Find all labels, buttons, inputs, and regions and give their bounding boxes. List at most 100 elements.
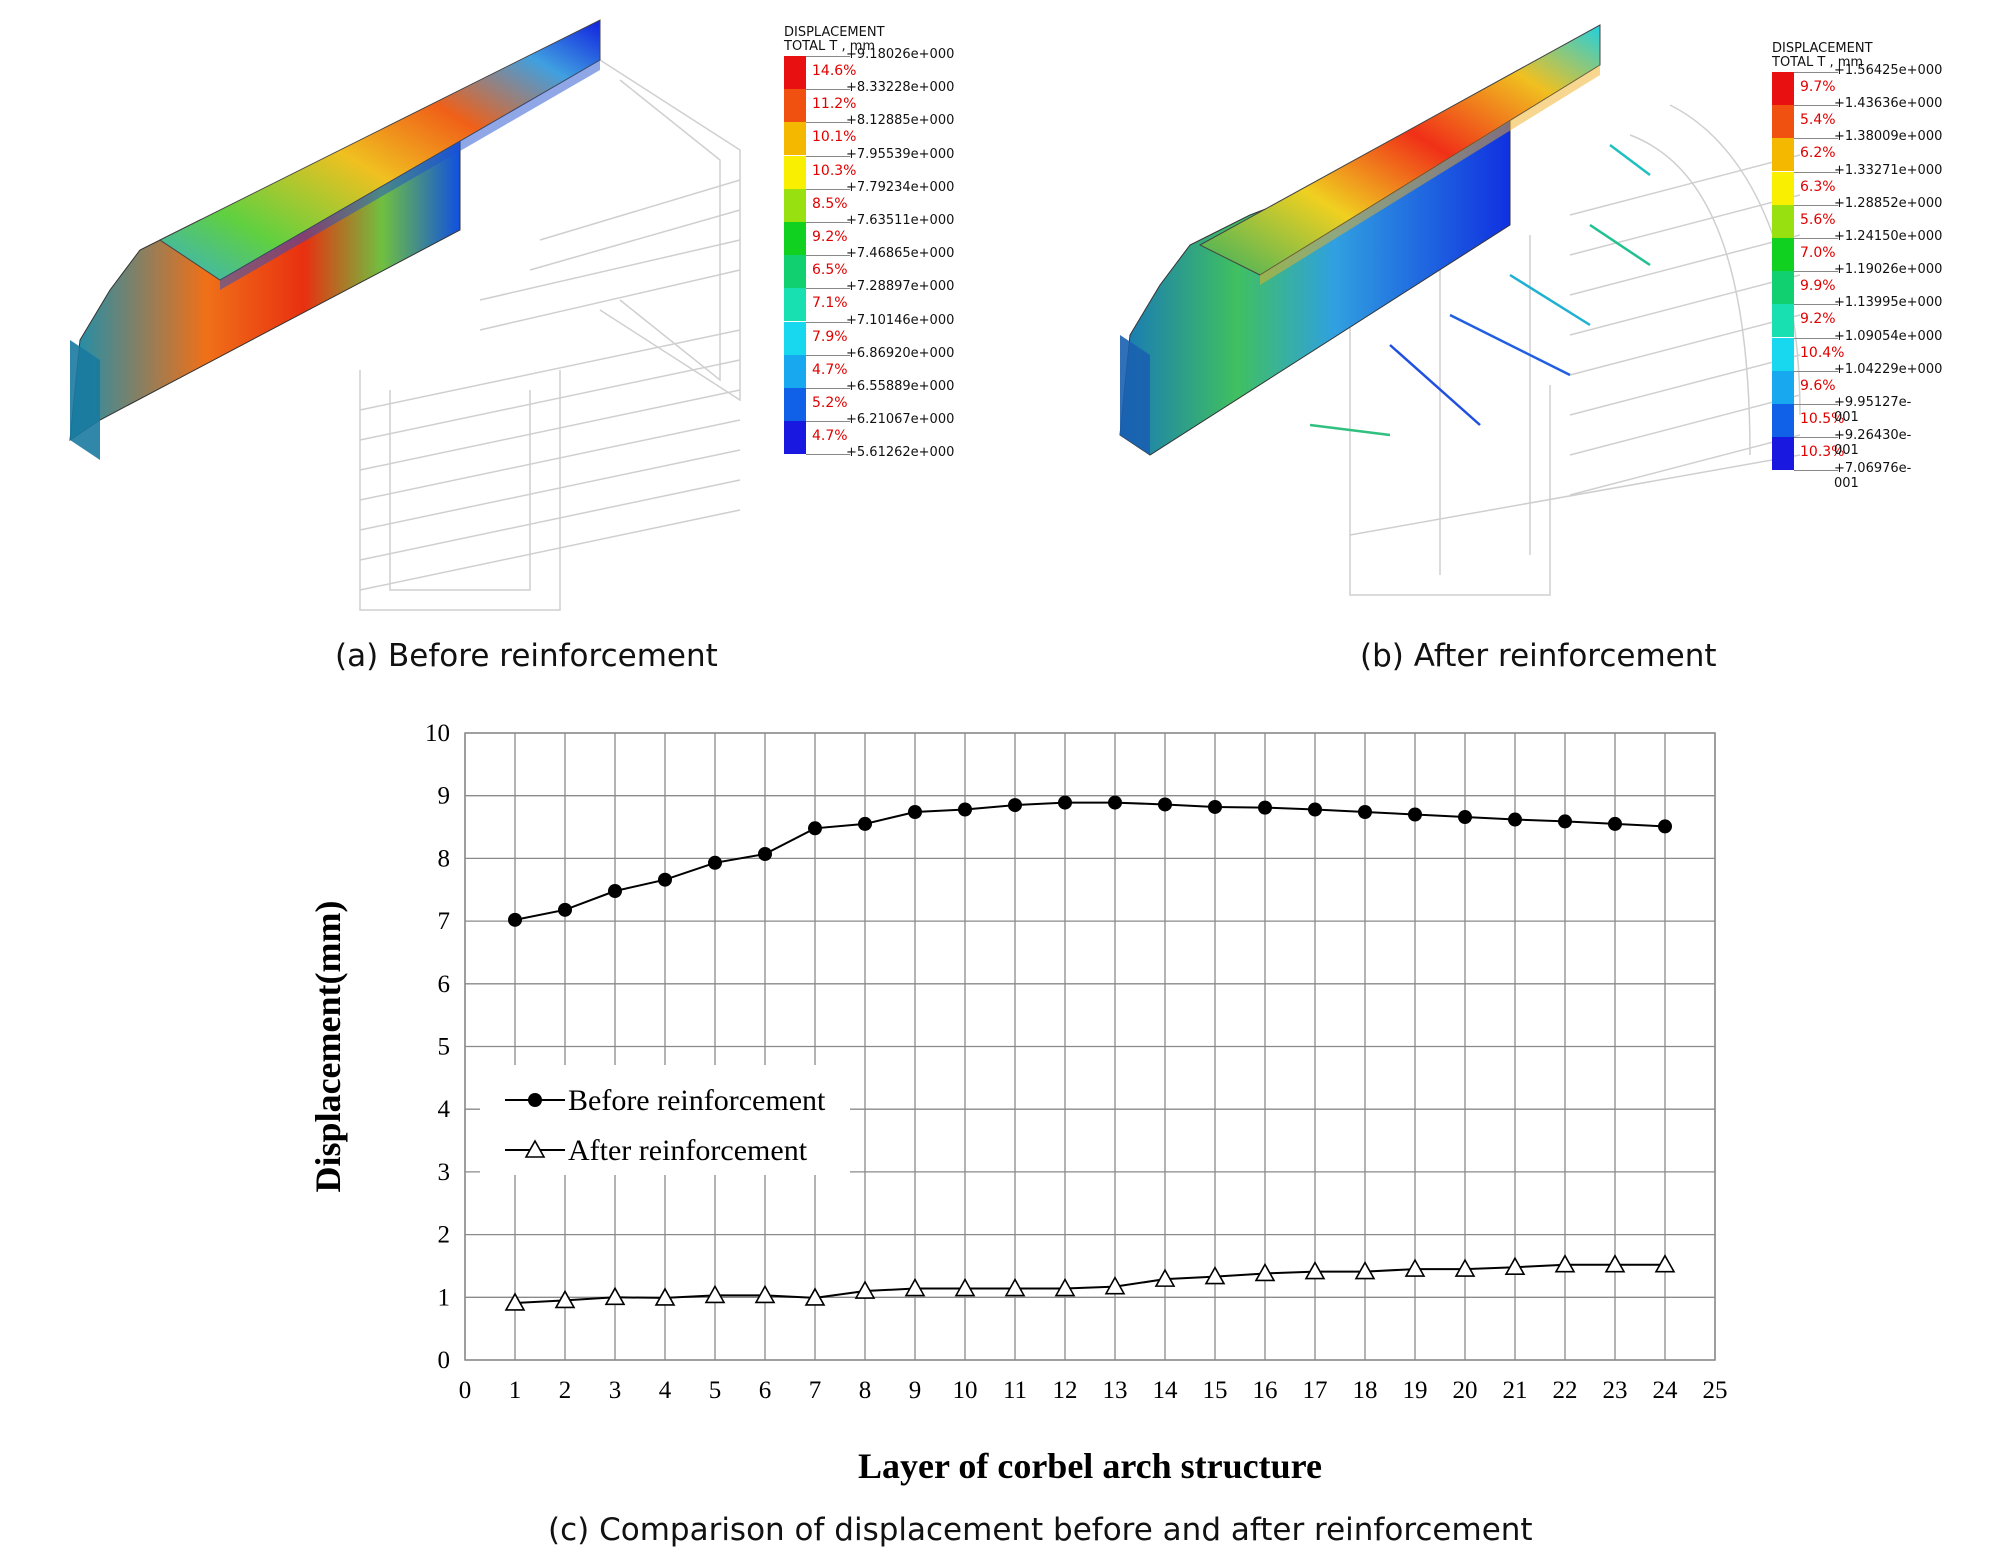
data-point-before [558,902,572,917]
legend-percent: 9.9% [1800,278,1836,295]
data-point-before [608,884,622,899]
legend-tick [806,255,850,257]
legend-tick [1794,404,1838,405]
data-point-before [1208,799,1222,814]
legend-percent: 10.5% [1800,411,1845,427]
legend-value: +7.95539e+000 [846,146,955,162]
legend-band: 7.1% [784,288,984,322]
legend-swatch [784,122,806,156]
data-point-before [1408,807,1422,822]
legend-after: DISPLACEMENT TOTAL T , mm 9.7% 5.4% 6.2% 6.… [1772,42,1942,512]
legend-percent: 7.1% [812,295,848,312]
data-point-before [708,855,722,870]
legend-value: +1.09054e+000 [1834,328,1943,344]
legend-percent: 10.3% [812,162,857,179]
legend-tick [1794,138,1838,140]
data-point-before [808,821,822,836]
legend-tick [1794,204,1838,206]
legend-tick [806,288,850,290]
y-axis-title: Displacement(mm) [308,901,348,1193]
legend-band: 5.6% [1772,204,1972,238]
y-tick-label: 3 [438,1159,451,1186]
legend-band: 6.2% [1772,138,1972,172]
plot-frame [464,732,1716,1361]
legend-tick [1794,271,1838,273]
legend-value: +6.55889e+000 [846,379,955,394]
x-tick-label: 6 [759,1377,772,1404]
legend-tick [1794,370,1838,372]
legend-title-line2: TOTAL T , mm [784,39,876,54]
series-line [514,1263,1665,1304]
legend-swatch [1772,370,1794,404]
x-tick-label: 20 [1453,1377,1478,1404]
legend-percent: 5.6% [1800,211,1836,228]
legend-swatch [1772,437,1794,471]
legend-value: +9.18026e+000 [846,47,955,62]
legend-tick [806,222,850,223]
legend-band: 10.5% [1772,404,1972,437]
legend-band: 5.2% [784,388,984,421]
y-tick-label: 4 [438,1096,451,1123]
caption-a: (a) Before reinforcement [335,638,718,674]
data-point-after [1154,1268,1176,1287]
legend-tick [1794,470,1838,472]
legend-swatch [784,155,806,189]
x-tick-label: 4 [659,1377,672,1404]
legend-swatch [784,255,806,289]
legend-tick [806,454,850,456]
y-tick-label: 8 [438,845,451,872]
data-point-before [1158,797,1172,812]
legend-value: +1.04229e+000 [1834,361,1943,377]
x-tick-label: 5 [709,1377,722,1404]
data-point-before [508,912,522,927]
legend-swatch [1772,404,1794,437]
data-point-after [704,1284,726,1304]
model-after-reinforcement [1119,24,1801,596]
data-point-before [908,805,922,820]
legend-band: 9.9% [1772,271,1972,305]
legend-percent: 11.2% [812,96,857,113]
legend-tick [1794,304,1838,306]
data-point-after [854,1280,876,1299]
displacement-line-chart: 0 1 2 3 4 5 6 7 8 9 10 11 12 13 14 15 16 17 18 19 20 21 22 23 24… [308,720,1728,1486]
legend-tick [806,155,850,157]
data-point-after [554,1289,576,1309]
x-tick-label: 23 [1603,1377,1628,1404]
data-point-after [1104,1276,1126,1295]
legend-band: 9.7% [1772,72,1972,105]
legend-value: +1.38009e+000 [1834,129,1943,145]
x-tick-label: 22 [1553,1377,1578,1404]
x-tick-label: 15 [1203,1377,1228,1404]
data-point-after [1454,1258,1476,1277]
legend-value: +9.95127e-001 [1834,395,1912,425]
legend-tick [1794,337,1838,339]
x-tick-label: 9 [909,1377,922,1404]
legend-percent: 14.6% [812,63,857,79]
data-point-before [1508,812,1522,827]
data-point-after [654,1287,676,1306]
x-tick-label: 21 [1503,1377,1528,1404]
legend-marker [528,1093,542,1107]
data-point-after [1054,1277,1076,1297]
legend-band: 9.6% [1772,370,1972,404]
legend-marker [524,1139,546,1158]
legend-swatch [784,321,806,355]
model-before-reinforcement [69,19,741,611]
legend-percent: 6.3% [1800,178,1836,195]
x-tick-label: 19 [1403,1377,1428,1404]
y-tick-label: 5 [438,1034,451,1061]
legend-value: +7.79234e+000 [846,179,955,195]
legend-value: +1.28852e+000 [1834,195,1943,211]
legend-value: +1.33271e+000 [1834,162,1943,178]
legend-percent: 7.9% [812,328,848,345]
x-tick-label: 13 [1103,1377,1128,1404]
y-tick-label: 0 [438,1347,451,1374]
legend-value: +1.56425e+000 [1834,63,1943,78]
x-tick-label: 7 [809,1377,822,1404]
legend-band: 10.3% [784,155,984,189]
legend-value: +7.63511e+000 [846,213,955,228]
data-point-after [1554,1254,1576,1273]
legend-percent: 8.5% [812,195,848,212]
data-point-after [1504,1256,1526,1276]
data-point-after [1254,1262,1276,1282]
